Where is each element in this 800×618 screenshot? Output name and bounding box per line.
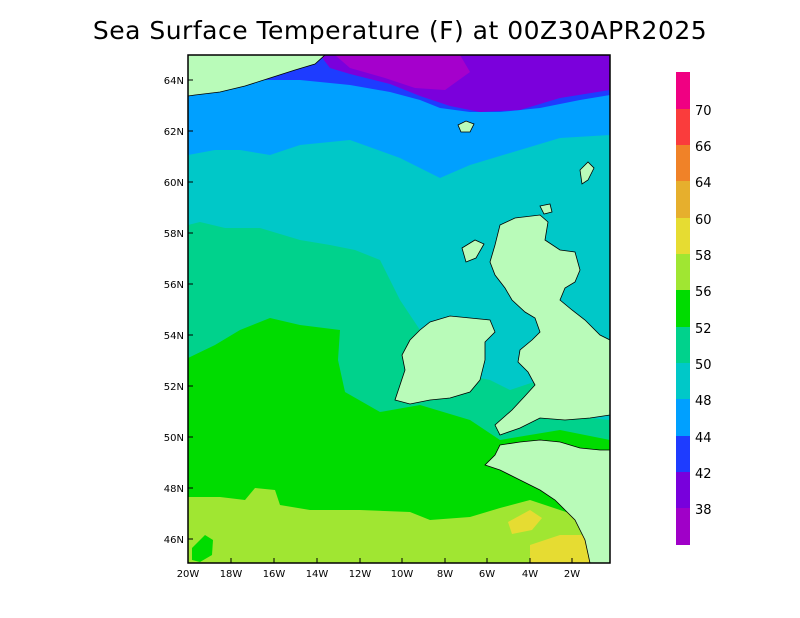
lat-label: 60N [164, 178, 184, 189]
shetland-islands [579, 161, 595, 185]
lat-label: 62N [164, 127, 184, 138]
faroe-islands [457, 120, 475, 133]
lat-axis: 64N 62N 60N 58N 56N 54N 52N 50N 48N 46N [164, 76, 193, 546]
colorbar-label: 42 [695, 467, 712, 482]
lon-label: 20W [177, 569, 200, 580]
colorbar: 38 42 44 48 50 52 56 58 60 64 66 70 [676, 72, 712, 545]
sst-band-56-58 [188, 488, 610, 563]
lon-axis: 20W 18W 16W 14W 12W 10W 8W 6W 4W 2W [177, 558, 580, 580]
plot-frame [187, 54, 611, 564]
colorbar-swatch [676, 472, 690, 508]
colorbar-label: 64 [695, 176, 712, 191]
colorbar-swatch [676, 109, 690, 145]
colorbar-label: 66 [695, 140, 712, 155]
colorbar-swatch [676, 145, 690, 181]
colorbar-swatch [676, 508, 690, 545]
map-title: Sea Surface Temperature (F) at 00Z30APR2… [92, 16, 708, 45]
colorbar-label: 60 [695, 213, 712, 228]
colorbar-swatch [676, 254, 690, 290]
sst-band-36-38 [335, 55, 470, 90]
colorbar-swatch [676, 327, 690, 363]
colorbar-swatch [676, 72, 690, 109]
great-britain-land [489, 214, 610, 436]
france-land [484, 439, 610, 563]
lon-label: 16W [263, 569, 286, 580]
sst-field [188, 55, 610, 563]
lon-label: 10W [391, 569, 414, 580]
lat-label: 46N [164, 535, 184, 546]
lat-label: 56N [164, 280, 184, 291]
lat-label: 54N [164, 331, 184, 342]
colorbar-swatch [676, 290, 690, 327]
colorbar-swatch [676, 218, 690, 254]
lon-label: 18W [220, 569, 243, 580]
lat-label: 58N [164, 229, 184, 240]
lat-label: 48N [164, 484, 184, 495]
lon-label: 8W [437, 569, 453, 580]
lat-label: 64N [164, 76, 184, 87]
colorbar-label: 38 [695, 503, 712, 518]
orkney-islands [539, 203, 553, 215]
colorbar-label: 44 [695, 431, 712, 446]
colorbar-swatch [676, 399, 690, 436]
colorbar-label: 52 [695, 322, 712, 337]
lon-label: 2W [564, 569, 580, 580]
lon-label: 12W [349, 569, 372, 580]
colorbar-swatch [676, 181, 690, 218]
colorbar-swatch [676, 436, 690, 472]
lon-label: 4W [522, 569, 538, 580]
lat-label: 50N [164, 433, 184, 444]
colorbar-swatch [676, 363, 690, 399]
hebrides-islands [461, 239, 485, 263]
ireland-land [394, 315, 496, 405]
colorbar-label: 48 [695, 394, 712, 409]
sst-band-58-60 [508, 510, 542, 534]
lon-label: 6W [479, 569, 495, 580]
colorbar-label: 70 [695, 104, 712, 119]
colorbar-label: 50 [695, 358, 712, 373]
sst-band-52-56 [192, 535, 213, 562]
lat-label: 52N [164, 382, 184, 393]
colorbar-label: 58 [695, 249, 712, 264]
lon-label: 14W [306, 569, 329, 580]
colorbar-label: 56 [695, 285, 712, 300]
iceland-land [188, 55, 326, 97]
